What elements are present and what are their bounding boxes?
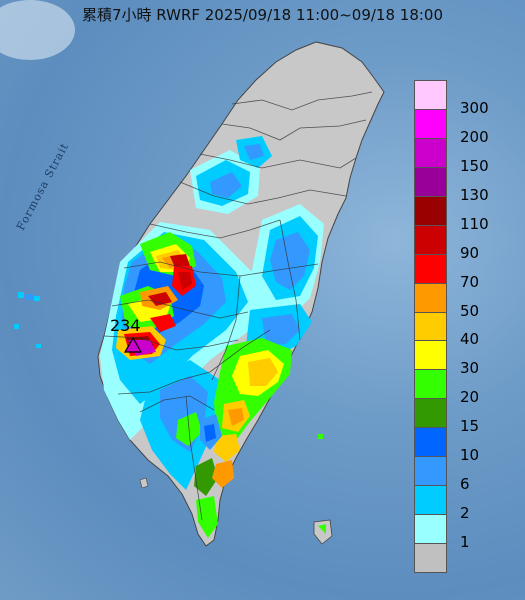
legend-swatch bbox=[414, 195, 447, 226]
legend-level-label: 150 bbox=[460, 156, 489, 175]
legend-level-label: 1 bbox=[460, 533, 470, 552]
legend-swatch bbox=[414, 166, 447, 197]
orchid-island bbox=[139, 477, 149, 489]
legend-level-label: 30 bbox=[460, 359, 480, 378]
legend-swatch bbox=[414, 340, 447, 371]
legend-swatch bbox=[414, 514, 447, 545]
legend-swatch bbox=[414, 282, 447, 313]
legend-swatch bbox=[414, 311, 447, 342]
legend-swatch bbox=[414, 137, 447, 168]
legend-level-label: 130 bbox=[460, 185, 489, 204]
county-boundaries bbox=[103, 91, 373, 521]
legend-level-label: 10 bbox=[460, 446, 480, 465]
legend-swatch bbox=[414, 427, 447, 458]
legend-level-label: 40 bbox=[460, 330, 480, 349]
legend-swatch bbox=[414, 224, 447, 255]
legend-level-label: 2 bbox=[460, 504, 470, 523]
legend-level-label: 110 bbox=[460, 214, 489, 233]
legend-swatch bbox=[414, 253, 447, 284]
rainfall-overlay bbox=[14, 136, 324, 538]
legend-swatch bbox=[414, 543, 447, 573]
legend-swatch bbox=[414, 398, 447, 429]
legend-swatch bbox=[414, 80, 447, 110]
rainfall-legend: 300 200 150 130 110 90 70 50 40 30 20 15 10 6 2 1 bbox=[414, 80, 518, 573]
legend-level-label: 6 bbox=[460, 475, 470, 494]
legend-swatch bbox=[414, 456, 447, 487]
legend-swatch bbox=[414, 369, 447, 400]
legend-level-label: 200 bbox=[460, 127, 489, 146]
legend-level-label: 70 bbox=[460, 272, 480, 291]
max-rainfall-marker bbox=[123, 336, 143, 353]
legend-level-label: 50 bbox=[460, 301, 480, 320]
legend-swatch bbox=[414, 108, 447, 139]
green-island bbox=[313, 519, 333, 545]
legend-level-label: 20 bbox=[460, 388, 480, 407]
legend-swatch bbox=[414, 485, 447, 516]
legend-level-label: 300 bbox=[460, 98, 489, 117]
legend-level-label: 15 bbox=[460, 417, 480, 436]
legend-level-label: 90 bbox=[460, 243, 480, 262]
max-value-label: 234 bbox=[110, 316, 141, 335]
map-title: 累積7小時 RWRF 2025/09/18 11:00~09/18 18:00 bbox=[81, 6, 444, 24]
